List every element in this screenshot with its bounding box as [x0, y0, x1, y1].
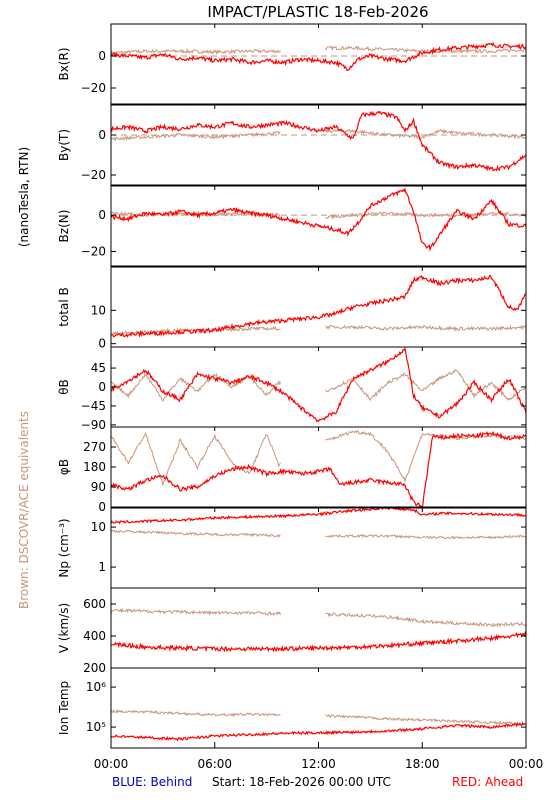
panel-9-series-ace — [111, 708, 526, 726]
panel-8: 600 400 200 V (km/s) — [57, 587, 527, 675]
x-tick-label: 18:00 — [405, 757, 440, 771]
panel-2-frame — [110, 104, 527, 186]
panel-3: 0 −20 Bz(N) — [57, 185, 527, 267]
panel-6-ylabel: φB — [57, 459, 71, 475]
panel-6: 270 180 90 0 φB — [57, 426, 527, 514]
panel-5-series-ace — [111, 368, 526, 402]
y-tick-label: −20 — [81, 168, 106, 182]
panel-3-ylabel: Bz(N) — [57, 210, 71, 243]
panel-7-series-ace — [111, 529, 526, 540]
panel-1-frame — [110, 23, 527, 105]
panel-4-series-ahead — [111, 274, 526, 338]
panel-4-series-ace — [111, 324, 526, 336]
panel-4-ylabel: total B — [57, 287, 71, 327]
y-tick-label: 270 — [83, 440, 106, 454]
footer-behind: BLUE: Behind — [112, 775, 192, 789]
panel-6-series-ace — [111, 430, 526, 486]
panel-9-series-ahead — [111, 721, 526, 742]
x-tick-label: 12:00 — [301, 757, 336, 771]
panel-2-series-ace — [111, 128, 526, 142]
x-tick-label: 00:00 — [94, 757, 129, 771]
panel-2: 0 −20 By(T) — [57, 104, 527, 186]
brown-legend-label: Brown: DSCOVR/ACE equivalents — [17, 411, 31, 609]
panel-7: 10 1 Np (cm⁻³) — [57, 507, 527, 589]
panel-4: 10 0 total B — [57, 266, 527, 351]
y-tick-label: 180 — [83, 460, 106, 474]
footer-ahead: RED: Ahead — [452, 775, 523, 789]
x-tick-label: 06:00 — [197, 757, 232, 771]
chart-title: IMPACT/PLASTIC 18-Feb-2026 — [207, 3, 428, 21]
footer-start: Start: 18-Feb-2026 00:00 UTC — [212, 775, 391, 789]
panel-8-ylabel: V (km/s) — [57, 603, 71, 653]
x-tick-label: 00:00 — [509, 757, 544, 771]
panel-2-series-ahead — [111, 110, 526, 172]
panel-2-ylabel: By(T) — [57, 129, 71, 161]
panel-5-ylabel: θB — [57, 379, 71, 395]
panel-6-frame — [110, 426, 527, 508]
panel-1: 0 −20 Bx(R) — [57, 23, 527, 105]
panel-9-frame — [110, 667, 527, 749]
y-tick-label: 10 — [91, 303, 106, 317]
y-tick-label: 10⁶ — [86, 680, 106, 694]
y-tick-label: −45 — [81, 399, 106, 413]
panel-8-series-ace — [111, 607, 526, 628]
y-tick-label: 0 — [98, 208, 106, 222]
y-tick-label: 45 — [91, 361, 106, 375]
y-tick-label: 10 — [91, 520, 106, 534]
y-tick-label: 0 — [98, 128, 106, 142]
panel-5-series-ahead — [111, 347, 526, 423]
panel-5: 45 0 −45 −90 θB — [57, 346, 527, 432]
y-tick-label: 1 — [98, 560, 106, 574]
y-tick-label: 400 — [83, 629, 106, 643]
panel-8-frame — [110, 587, 527, 669]
panel-9: 10⁶ 10⁵ Ion Temp — [57, 667, 527, 749]
y-tick-label: 10⁵ — [86, 720, 106, 734]
y-tick-label: 0 — [98, 500, 106, 514]
y-tick-label: −20 — [81, 244, 106, 258]
panel-8-series-ahead — [111, 630, 526, 653]
panel-9-ylabel: Ion Temp — [57, 681, 71, 735]
units-label: (nanoTesla, RTN) — [17, 147, 31, 247]
panel-7-ylabel: Np (cm⁻³) — [57, 518, 71, 577]
y-tick-label: 0 — [98, 337, 106, 351]
y-tick-label: 90 — [91, 480, 106, 494]
panel-1-series-ace — [111, 45, 526, 56]
y-tick-label: −20 — [81, 81, 106, 95]
x-axis: 00:00 06:00 12:00 18:00 00:00 — [94, 24, 544, 771]
panel-3-series-ahead — [111, 187, 526, 252]
y-tick-label: 200 — [83, 661, 106, 675]
y-tick-label: −90 — [81, 418, 106, 432]
panel-4-frame — [110, 266, 527, 348]
panel-1-ylabel: Bx(R) — [57, 47, 71, 80]
panel-1-series-ahead — [111, 41, 526, 71]
y-tick-label: 0 — [98, 380, 106, 394]
y-tick-label: 0 — [98, 49, 106, 63]
y-tick-label: 600 — [83, 597, 106, 611]
panel-7-series-ahead — [111, 508, 526, 525]
panel-6-series-ahead — [111, 431, 526, 507]
